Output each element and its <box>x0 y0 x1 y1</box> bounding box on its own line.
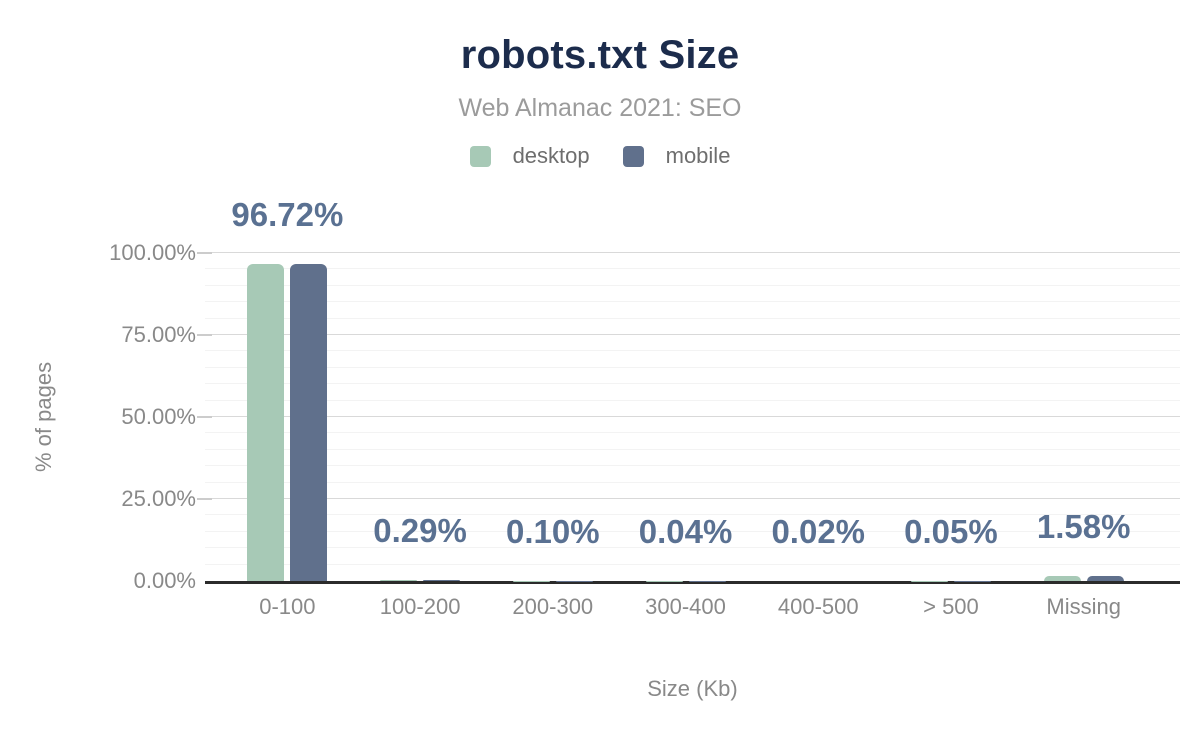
x-tick-label-400-500: 400-500 <box>777 594 859 619</box>
x-tick-label-missing: Missing <box>1046 594 1121 619</box>
x-tick-label-200-300: 200-300 <box>512 594 594 619</box>
category-group-500: 0.05% <box>885 253 1018 581</box>
x-tick-label-100-200: 100-200 <box>379 594 461 619</box>
legend-label-desktop: desktop <box>512 143 590 168</box>
y-tick-mark <box>197 498 212 500</box>
y-tick-label: 50.00% <box>121 404 196 429</box>
major-gridline <box>205 252 1180 253</box>
y-tick-mark <box>197 416 212 418</box>
legend-item-desktop[interactable]: desktop <box>469 143 590 169</box>
y-tick-label: 75.00% <box>121 322 196 347</box>
minor-gridline <box>205 268 1180 270</box>
major-gridline <box>205 334 1180 335</box>
legend-label-mobile: mobile <box>665 143 731 168</box>
data-label-400-500: 0.02% <box>771 512 866 550</box>
minor-gridline <box>205 563 1180 565</box>
plot-area: 96.72% 0.29% 0.10% 0.04% 0.02% 0.05% 1.58% <box>197 198 1180 584</box>
bar-columns: 96.72% 0.29% 0.10% 0.04% 0.02% 0.05% 1.58% <box>221 198 1150 581</box>
minor-gridline <box>205 366 1180 368</box>
minor-gridline <box>205 465 1180 467</box>
category-group-200-300: 0.10% <box>486 253 619 581</box>
bar-desktop-missing[interactable] <box>1043 575 1081 581</box>
minor-gridline <box>205 301 1180 303</box>
mobile-swatch-icon <box>622 145 644 167</box>
minor-gridline <box>205 399 1180 401</box>
x-tick-label-500: > 500 <box>923 594 979 619</box>
minor-gridline <box>205 284 1180 286</box>
data-label-0-100: 96.72% <box>231 195 344 233</box>
minor-gridline <box>205 530 1180 532</box>
category-group-missing: 1.58% <box>1017 253 1150 581</box>
minor-gridline <box>205 514 1180 516</box>
data-label-500: 0.05% <box>904 512 998 550</box>
y-tick-label: 25.00% <box>121 486 196 511</box>
bar-desktop-100-200[interactable] <box>380 580 418 581</box>
major-gridline <box>205 498 1180 499</box>
minor-gridline <box>205 383 1180 385</box>
data-label-missing: 1.58% <box>1036 507 1131 545</box>
x-axis-tick-labels: 0-100 100-200 200-300 300-400 400-500 > 500 Mi… <box>205 594 1180 620</box>
data-label-100-200: 0.29% <box>373 512 467 550</box>
category-group-300-400: 0.04% <box>619 253 752 581</box>
y-tick-label: 0.00% <box>133 568 196 593</box>
category-group-400-500: 0.02% <box>752 253 885 581</box>
minor-gridline <box>205 317 1180 319</box>
bar-desktop-0-100[interactable] <box>247 263 285 581</box>
y-tick-label: 100.00% <box>109 240 196 265</box>
desktop-swatch-icon <box>469 145 491 167</box>
minor-gridline <box>205 448 1180 450</box>
bar-mobile-0-100[interactable] <box>290 263 328 581</box>
category-group-100-200: 0.29% <box>354 253 487 581</box>
x-tick-label-300-400: 300-400 <box>645 594 726 619</box>
data-label-200-300: 0.10% <box>506 512 600 550</box>
x-tick-label-0-100: 0-100 <box>259 594 316 619</box>
chart-subtitle: Web Almanac 2021: SEO <box>458 94 742 122</box>
bar-mobile-100-200[interactable] <box>423 580 461 581</box>
legend-item-mobile[interactable]: mobile <box>622 143 731 169</box>
category-group-0-100: 96.72% <box>221 198 354 581</box>
y-tick-mark <box>197 252 212 254</box>
minor-gridline <box>205 432 1180 434</box>
bar-mobile-missing[interactable] <box>1086 575 1124 581</box>
y-tick-mark <box>197 334 212 336</box>
x-axis-title: Size (Kb) <box>647 676 738 701</box>
minor-gridline <box>205 547 1180 549</box>
data-label-300-400: 0.04% <box>638 512 733 550</box>
legend: desktop mobile <box>0 143 1200 169</box>
y-axis-tick-labels: 0.00% 25.00% 50.00% 75.00% 100.00% <box>40 242 196 592</box>
chart-title: robots.txt Size <box>460 33 740 77</box>
major-gridline <box>205 416 1180 417</box>
minor-gridline <box>205 350 1180 352</box>
minor-gridline <box>205 481 1180 483</box>
